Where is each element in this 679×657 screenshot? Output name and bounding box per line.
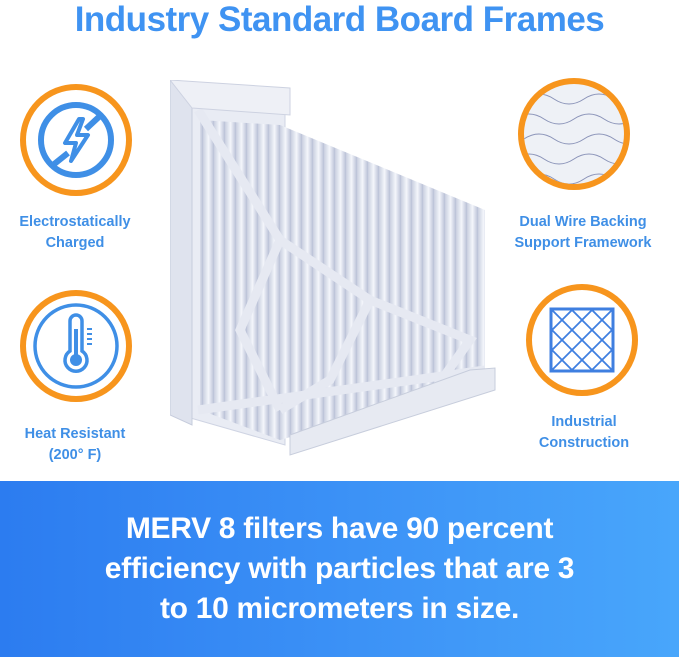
wire-mesh-closeup-icon <box>524 93 624 184</box>
industrial-badge <box>526 284 638 396</box>
electrostatic-badge <box>20 84 132 196</box>
wire-backing-badge <box>518 78 630 190</box>
label-line: (200° F) <box>48 447 102 463</box>
feature-label-wire: Dual Wire Backing Support Framework <box>488 212 678 254</box>
no-static-lightning-icon <box>38 102 114 178</box>
air-filter-image <box>170 80 496 456</box>
heat-resistant-badge <box>20 290 132 402</box>
label-line: Electrostatically <box>19 214 131 230</box>
feature-label-industrial: Industrial Construction <box>494 412 674 454</box>
label-line: Heat Resistant <box>24 426 126 442</box>
label-line: Support Framework <box>514 235 652 251</box>
feature-label-electrostatic: Electrostatically Charged <box>0 212 165 254</box>
banner-line: to 10 micrometers in size. <box>159 592 519 625</box>
label-line: Construction <box>538 435 630 451</box>
label-line: Dual Wire Backing <box>519 214 647 230</box>
thermometer-icon <box>33 303 119 389</box>
banner-line: MERV 8 filters have 90 percent <box>125 512 554 545</box>
page-title: Industry Standard Board Frames <box>74 0 605 39</box>
label-line: Industrial <box>551 414 617 430</box>
banner-text: MERV 8 filters have 90 percent efficienc… <box>60 509 620 629</box>
feature-label-heat: Heat Resistant (200° F) <box>0 424 165 466</box>
label-line: Charged <box>45 235 105 251</box>
grid-frame-icon <box>549 307 615 373</box>
merv-info-banner: MERV 8 filters have 90 percent efficienc… <box>0 481 679 657</box>
banner-line: efficiency with particles that are 3 <box>104 552 575 585</box>
